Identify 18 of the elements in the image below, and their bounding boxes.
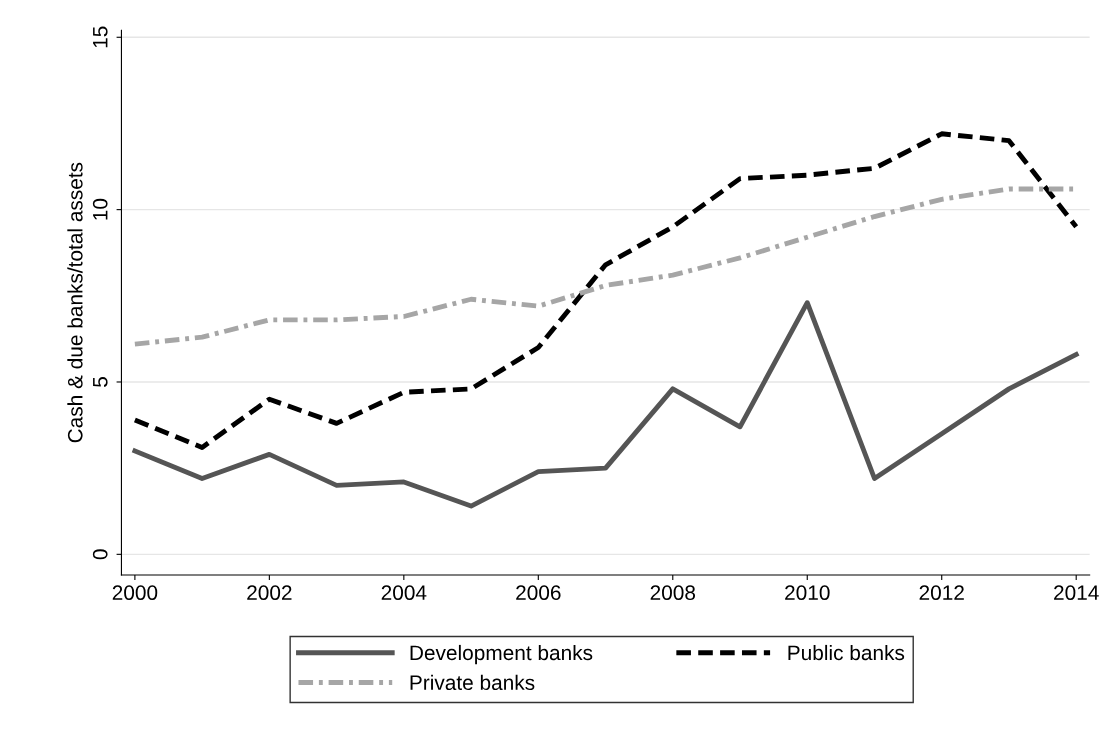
x-tick-label: 2000	[112, 585, 158, 601]
x-tick-label: 2002	[247, 585, 292, 601]
y-tick-label: 15	[93, 26, 108, 48]
x-tick-label: 2014	[1054, 585, 1099, 601]
line-series	[132, 300, 1079, 509]
legend-label: Private banks	[410, 674, 535, 691]
y-tick-label: 0	[92, 549, 108, 560]
x-tick-label: 2010	[785, 585, 830, 601]
y-tick-label: 5	[93, 377, 108, 387]
line-series	[132, 131, 1079, 450]
y-axis-title: Cash & due banks/total assets	[67, 162, 83, 443]
legend-label: Development banks	[410, 644, 593, 665]
x-tick-label: 2006	[516, 585, 561, 601]
x-tick-label: 2004	[381, 585, 427, 601]
y-tick-label: 10	[92, 198, 108, 220]
x-tick-label: 2012	[919, 585, 964, 601]
x-tick-label: 2008	[650, 585, 696, 601]
legend-label: Public banks	[788, 644, 905, 661]
